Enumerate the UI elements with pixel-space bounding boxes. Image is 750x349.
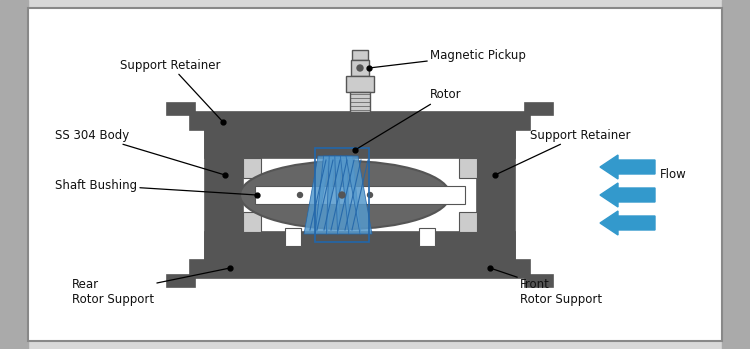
Bar: [190, 112, 530, 130]
Bar: [477, 130, 515, 260]
Bar: [205, 130, 243, 260]
FancyArrow shape: [600, 183, 655, 207]
Bar: [525, 275, 553, 287]
Bar: [243, 158, 477, 232]
Bar: [205, 232, 515, 260]
Bar: [346, 76, 374, 92]
Bar: [459, 212, 477, 232]
Polygon shape: [315, 156, 335, 234]
Text: Shaft Bushing: Shaft Bushing: [55, 178, 257, 195]
Bar: [0, 0, 28, 349]
Polygon shape: [326, 156, 341, 234]
Text: Front
Rotor Support: Front Rotor Support: [490, 268, 602, 306]
Bar: [243, 212, 261, 232]
Ellipse shape: [240, 161, 450, 229]
Bar: [352, 50, 368, 60]
Text: Rotor: Rotor: [355, 89, 461, 150]
Text: Rear
Rotor Support: Rear Rotor Support: [72, 268, 230, 306]
Bar: [167, 103, 195, 115]
Polygon shape: [334, 156, 350, 234]
Bar: [459, 158, 477, 178]
Polygon shape: [340, 156, 361, 234]
Bar: [285, 228, 301, 246]
Polygon shape: [304, 156, 330, 234]
Ellipse shape: [368, 193, 373, 198]
Text: SS 304 Body: SS 304 Body: [55, 128, 225, 175]
Bar: [205, 130, 515, 158]
Bar: [315, 148, 369, 242]
Ellipse shape: [298, 193, 302, 198]
Bar: [525, 103, 553, 115]
Bar: [255, 186, 465, 204]
FancyArrow shape: [600, 155, 655, 179]
Bar: [351, 60, 369, 76]
Text: Support Retainer: Support Retainer: [495, 128, 631, 175]
FancyArrow shape: [600, 211, 655, 235]
Bar: [722, 0, 750, 349]
Bar: [419, 228, 435, 246]
Bar: [167, 275, 195, 287]
Text: Magnetic Pickup: Magnetic Pickup: [369, 49, 526, 68]
Bar: [243, 158, 261, 178]
Bar: [350, 92, 370, 112]
Ellipse shape: [339, 192, 345, 198]
Text: Support Retainer: Support Retainer: [120, 59, 223, 122]
Polygon shape: [346, 156, 372, 234]
Bar: [190, 260, 530, 278]
Text: Flow: Flow: [660, 169, 687, 181]
Ellipse shape: [357, 65, 363, 71]
